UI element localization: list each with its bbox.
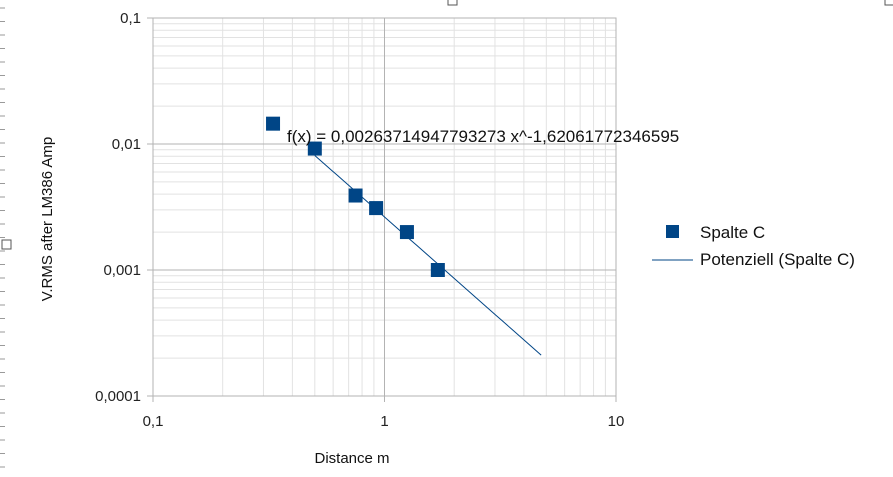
data-point [369,201,384,216]
x-tick-label: 0,1 [143,413,164,430]
tick-labels: 0,1 1 10 0,1 0,01 0,001 0,0001 [95,10,624,430]
data-points [266,116,445,277]
legend-label-series: Spalte C [700,223,765,242]
y-tick-label: 0,1 [120,10,141,27]
legend-marker-square [666,225,679,238]
selection-handles [1,0,893,250]
y-tick-label: 0,001 [103,262,141,279]
x-tick-label: 1 [380,413,388,430]
y-axis-title: V.RMS after LM386 Amp [39,137,56,302]
y-tick-label: 0,0001 [95,388,141,405]
data-point [399,225,414,240]
data-point [430,263,445,277]
x-tick-label: 10 [608,413,625,430]
axis-ticks [147,17,617,402]
trendline-equation: f(x) = 0,00263714947793273 x^-1,62061772… [287,127,679,146]
data-point [266,116,281,131]
x-axis-title: Distance m [314,450,389,467]
resize-handle [447,0,458,6]
legend: Spalte C Potenziell (Spalte C) [652,223,855,269]
resize-handle [884,0,893,6]
data-point [307,141,322,156]
left-ruler [0,7,5,468]
data-point [348,188,363,203]
y-tick-label: 0,01 [112,136,141,153]
resize-handle [1,239,12,250]
legend-label-trendline: Potenziell (Spalte C) [700,250,855,269]
